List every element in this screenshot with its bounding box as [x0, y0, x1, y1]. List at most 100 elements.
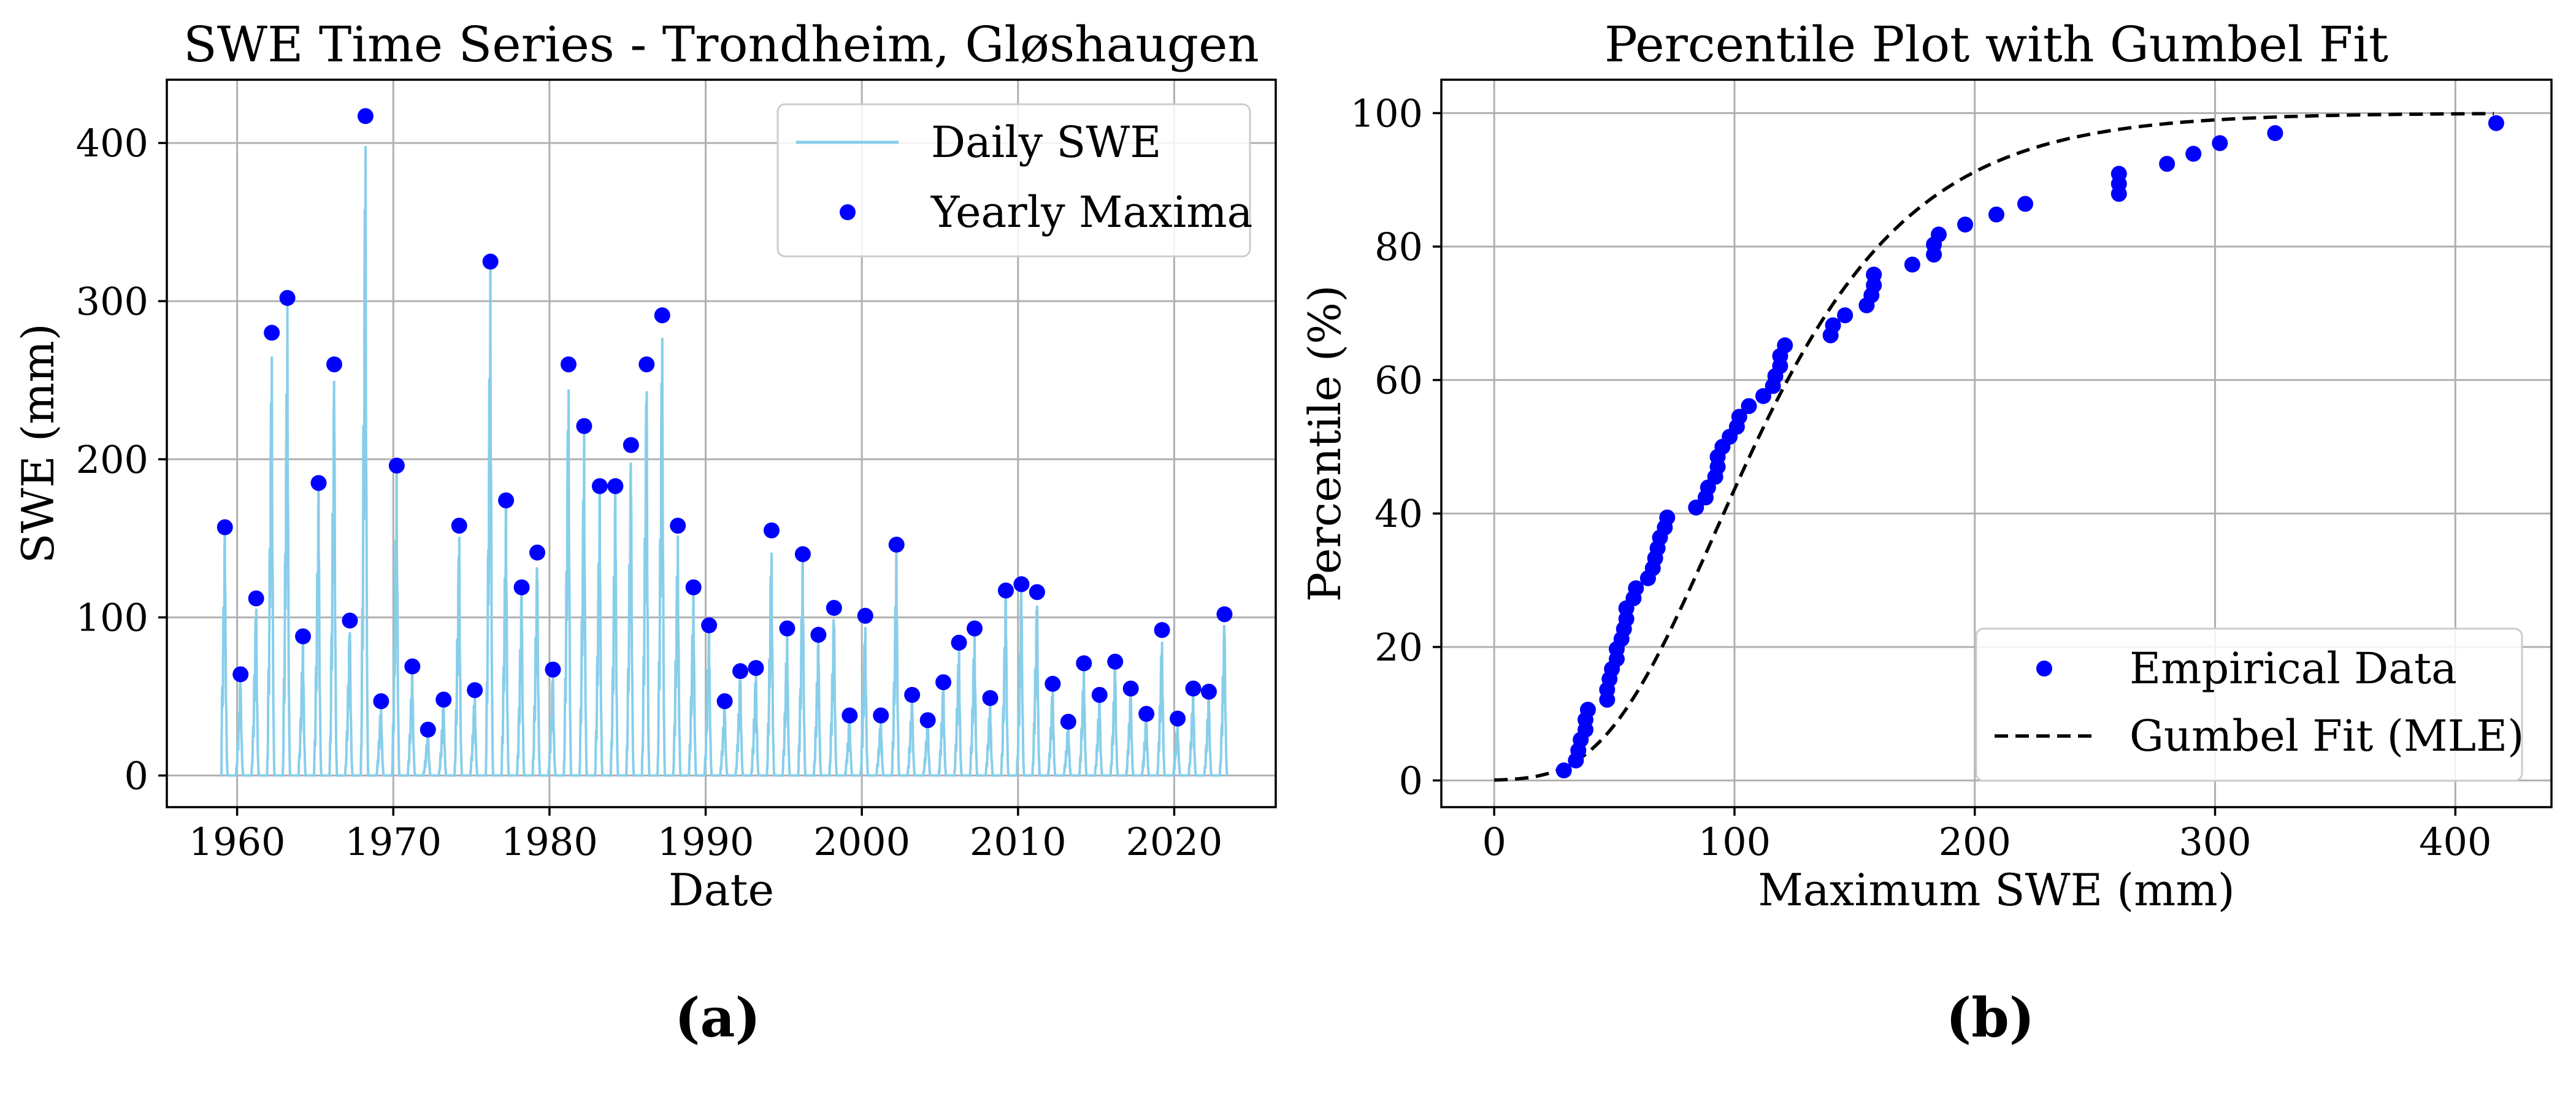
y-axis-label-b: Percentile (%)	[1299, 285, 1351, 602]
yearly-maximum-point	[873, 707, 889, 724]
yearly-maximum-point	[794, 546, 811, 562]
legend-b: Empirical Data Gumbel Fit (MLE)	[1975, 627, 2524, 782]
yearly-maximum-point	[591, 478, 608, 494]
yearly-maximum-point	[529, 544, 546, 561]
legend-box-b	[1975, 627, 2523, 782]
yearly-maximum-point	[373, 693, 389, 710]
yearly-maximum-point	[435, 691, 452, 708]
yearly-maximum-point	[967, 620, 983, 637]
y-tick-label: 0	[1399, 758, 1423, 803]
yearly-maximum-point	[904, 686, 921, 703]
legend-daily-swe-label: Daily SWE	[931, 117, 1161, 167]
empirical-data-point	[1659, 509, 1676, 526]
x-axis-label-b: Maximum SWE (mm)	[1758, 864, 2235, 916]
yearly-maximum-point	[857, 608, 873, 624]
yearly-maximum-point	[295, 628, 312, 645]
x-tick-label: 2010	[970, 819, 1067, 864]
yearly-maximum-point	[404, 658, 421, 675]
yearly-maximum-point	[217, 519, 233, 535]
yearly-maximum-point	[576, 418, 592, 434]
yearly-maximum-point	[826, 600, 842, 616]
x-tick-label: 400	[2419, 819, 2491, 864]
yearly-maximum-point	[779, 620, 795, 637]
legend-empirical-data-swatch	[2036, 661, 2052, 677]
x-tick-label: 2000	[813, 819, 910, 864]
empirical-data-series	[1555, 115, 2504, 779]
yearly-maximum-point	[1201, 683, 1217, 700]
empirical-data-point	[1688, 499, 1704, 516]
yearly-maximum-point	[810, 626, 827, 643]
yearly-maximum-point	[545, 661, 561, 678]
empirical-data-point	[2110, 166, 2127, 182]
empirical-data-point	[2267, 125, 2283, 142]
x-tick-label: 1980	[501, 819, 598, 864]
yearly-maximum-point	[748, 660, 764, 677]
yearly-maximum-point	[1045, 675, 1061, 692]
legend-yearly-maxima-swatch	[840, 204, 856, 220]
swe-time-series-chart: 1960 1970 1980 1990 2000 2010 2020 0 100 200 300 40…	[12, 16, 1277, 916]
x-tick-label: 200	[1939, 819, 2011, 864]
x-tick-label: 100	[1698, 819, 1771, 864]
chart-title-b: Percentile Plot with Gumbel Fit	[1604, 16, 2388, 73]
x-tick-label: 300	[2179, 819, 2251, 864]
plot-frame-b	[1440, 79, 2553, 808]
x-tick-label: 1970	[345, 819, 442, 864]
yearly-maximum-point	[310, 475, 327, 491]
x-axis-label-a: Date	[669, 864, 774, 916]
y-tick-label: 0	[125, 753, 148, 798]
yearly-maximum-point	[1091, 686, 1108, 703]
yearly-maximum-point	[1216, 606, 1233, 623]
y-tick-label: 100	[1351, 91, 1423, 136]
yearly-maximum-point	[1060, 713, 1076, 730]
empirical-data-point	[1825, 317, 1841, 334]
yearly-maximum-point	[607, 478, 624, 494]
y-tick-label: 20	[1374, 625, 1423, 670]
yearly-maximum-point	[1013, 576, 1030, 592]
empirical-data-point	[1731, 408, 1747, 425]
yearly-maximum-point	[357, 108, 374, 125]
x-tick-label: 2020	[1126, 819, 1223, 864]
empirical-data-point	[1741, 398, 1757, 415]
yearly-maximum-point	[654, 307, 670, 324]
empirical-data-point	[2159, 156, 2175, 172]
empirical-data-point	[1866, 266, 1882, 283]
yearly-maximum-point	[1138, 705, 1155, 722]
yearly-maximum-point	[232, 666, 249, 683]
empirical-data-point	[1777, 337, 1793, 354]
x-tick-label: 0	[1482, 819, 1506, 864]
yearly-maximum-point	[1170, 710, 1186, 727]
yearly-maximum-point	[498, 492, 515, 508]
yearly-maximum-point	[888, 537, 905, 553]
yearly-maximum-point	[732, 663, 749, 680]
yearly-maximum-point	[1076, 655, 1092, 672]
yearly-maximum-point	[451, 518, 467, 534]
empirical-data-point	[1988, 206, 2004, 223]
empirical-data-point	[1555, 762, 1572, 779]
yearly-maximum-point	[420, 721, 436, 738]
y-tick-label: 300	[76, 279, 148, 324]
yearly-maximum-point	[467, 682, 483, 699]
yearly-maximum-point	[670, 518, 686, 534]
percentile-gumbel-chart: 0 100 200 300 400 0 20 40 60 80 100 Percentile Plo…	[1299, 16, 2553, 916]
yearly-maximum-point	[1185, 680, 1202, 697]
yearly-maximum-point	[919, 712, 936, 729]
yearly-maximum-point	[841, 707, 858, 724]
daily-swe-line	[220, 145, 1229, 777]
yearly-maximum-point	[935, 674, 952, 691]
yearly-maximum-point	[951, 634, 967, 651]
y-tick-label: 80	[1374, 224, 1423, 269]
panel-label-b: (b)	[1946, 986, 2035, 1049]
yearly-maximum-point	[1107, 653, 1124, 670]
gumbel-fit-line	[1494, 112, 2494, 782]
y-tick-label: 400	[76, 121, 148, 166]
yearly-maximum-point	[326, 356, 342, 373]
empirical-data-point	[2488, 115, 2504, 131]
empirical-data-point	[2212, 135, 2228, 151]
empirical-data-point	[1628, 580, 1644, 597]
legend-empirical-data-label: Empirical Data	[2129, 643, 2457, 694]
plot-frame-a	[166, 79, 1277, 808]
yearly-maximum-point	[560, 356, 577, 373]
yearly-maximum-point	[638, 356, 655, 373]
empirical-data-point	[1957, 217, 1974, 233]
